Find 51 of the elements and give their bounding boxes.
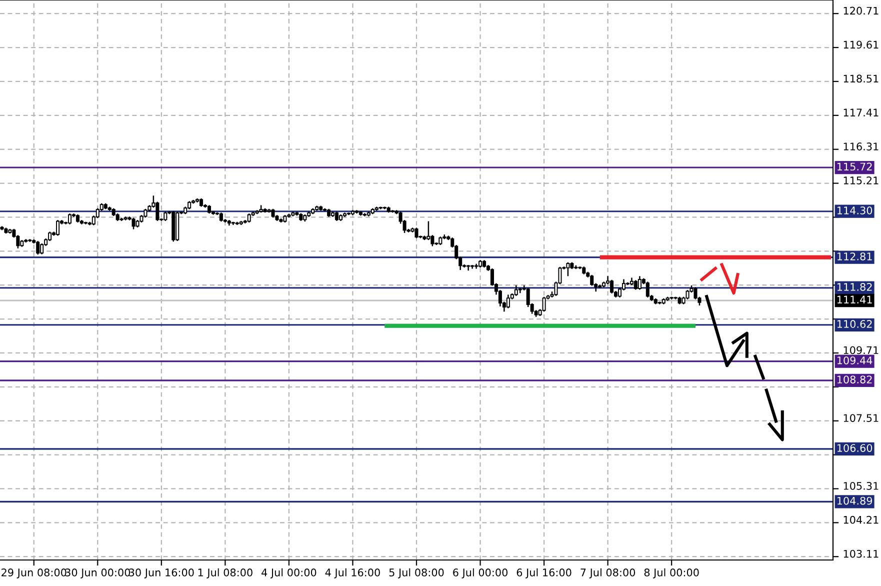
candlestick — [36, 240, 40, 256]
candlestick — [48, 231, 52, 242]
y-tick-label: 117.41 — [844, 108, 878, 116]
candlestick — [634, 280, 638, 290]
x-tick-label: 1 Jul 08:00 — [198, 568, 252, 578]
candlestick — [646, 281, 650, 298]
x-tick-label: 30 Jun 00:00 — [65, 568, 130, 578]
x-tick-label: 4 Jul 00:00 — [262, 568, 316, 578]
candlestick — [610, 279, 614, 294]
y-tick-label: 107.51 — [844, 414, 878, 422]
y-tick-label: 120.71 — [844, 6, 878, 15]
x-tick-label: 29 Jun 08:00 — [2, 568, 66, 578]
candlestick — [40, 242, 44, 255]
y-tick-label: 118.51 — [844, 74, 878, 83]
ref-line-label: 112.81 — [837, 252, 872, 260]
candlestick — [164, 211, 168, 222]
ref-line-label: 111.82 — [837, 283, 872, 291]
y-tick-label: 116.31 — [844, 142, 878, 150]
ref-line-label: 109.44 — [837, 356, 872, 364]
ref-line-label: 110.62 — [837, 320, 872, 328]
candlestick — [566, 262, 570, 277]
ref-line-label: 115.72 — [837, 162, 872, 171]
ref-line-label: 106.60 — [837, 444, 872, 452]
y-tick-label: 104.21 — [844, 516, 878, 524]
ref-line-label: 108.82 — [837, 376, 872, 384]
candlestick — [638, 276, 642, 290]
candlestick — [686, 289, 690, 300]
candlestick — [426, 220, 430, 241]
ref-line-label: 104.89 — [837, 496, 872, 505]
x-tick-label: 4 Jul 16:00 — [325, 568, 380, 578]
candlestick — [414, 227, 418, 239]
x-tick-label: 6 Jul 16:00 — [516, 568, 572, 578]
y-tick-label: 109.71 — [844, 346, 878, 354]
candlestick — [542, 296, 546, 312]
x-tick-label: 5 Jul 08:00 — [389, 568, 444, 578]
x-tick-label: 30 Jun 16:00 — [129, 568, 194, 578]
candlestick — [132, 217, 136, 230]
y-tick-label: 119.61 — [844, 40, 878, 49]
ref-line-label: 114.30 — [837, 206, 872, 214]
x-tick-label: 7 Jul 08:00 — [580, 568, 636, 578]
candlestick — [56, 219, 60, 236]
y-tick-label: 103.11 — [844, 550, 878, 558]
x-tick-label: 6 Jul 00:00 — [453, 568, 508, 578]
y-tick-label: 115.21 — [844, 176, 878, 184]
candlestick — [68, 212, 72, 225]
y-tick-label: 105.31 — [844, 482, 878, 490]
ref-line-label: 111.41 — [837, 296, 872, 304]
candlestick — [506, 294, 510, 309]
candlestick — [514, 284, 518, 297]
x-tick-label: 8 Jul 00:00 — [644, 568, 699, 578]
candlestick — [335, 211, 339, 222]
